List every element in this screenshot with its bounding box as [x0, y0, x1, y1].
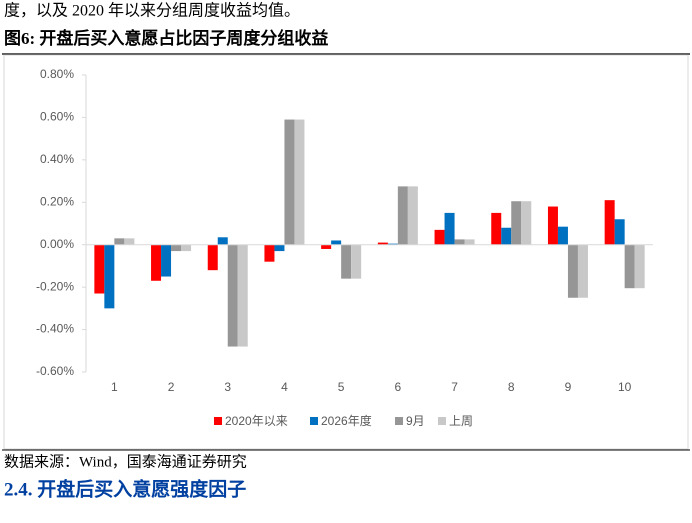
y-tick-label: 0.40%: [40, 152, 74, 166]
bar: [341, 244, 352, 279]
bar: [614, 219, 625, 245]
bar: [114, 238, 125, 245]
x-tick-label: 5: [338, 380, 345, 394]
bar: [104, 244, 115, 309]
bar: [521, 201, 532, 245]
bar: [321, 244, 332, 249]
bar: [274, 244, 285, 252]
bar: [351, 244, 362, 279]
bar: [397, 186, 408, 245]
y-tick-label: -0.20%: [36, 279, 74, 293]
bar: [207, 244, 218, 271]
x-tick-label: 7: [451, 380, 458, 394]
bar: [577, 244, 588, 298]
x-tick-label: 10: [618, 380, 632, 394]
y-tick-label: -0.60%: [36, 364, 74, 378]
legend-label: 2020年以来: [225, 414, 288, 428]
bar: [464, 239, 475, 245]
bar: [227, 244, 238, 347]
section-heading: 2.4. 开盘后买入意愿强度因子: [4, 477, 246, 500]
bar: [161, 244, 172, 277]
legend-swatch: [438, 417, 446, 425]
bar: [547, 206, 558, 245]
bar: [377, 242, 388, 245]
bar: [94, 244, 105, 294]
bar: [557, 226, 568, 245]
x-tick-label: 4: [281, 380, 288, 394]
bar: [331, 240, 342, 245]
bar: [294, 119, 305, 245]
bar: [444, 212, 455, 245]
legend-label: 9月: [406, 414, 425, 428]
y-tick-label: -0.40%: [36, 322, 74, 336]
y-tick-label: 0.20%: [40, 194, 74, 208]
bar: [181, 244, 192, 252]
legend-label: 2026年度: [321, 413, 372, 428]
bar: [387, 243, 398, 245]
bar: [284, 119, 295, 245]
bar: [434, 229, 445, 245]
y-tick-label: 0.00%: [40, 237, 74, 251]
x-tick-label: 6: [395, 380, 402, 394]
bar: [501, 227, 512, 245]
chart-frame: [3, 54, 689, 450]
bar: [407, 186, 418, 245]
x-tick-label: 9: [565, 380, 572, 394]
bar: [624, 244, 635, 289]
bar: [491, 212, 502, 245]
y-tick-label: 0.60%: [40, 110, 74, 124]
plot: -0.60% -0.40% -0.20% 0.00% 0.20% 0.40% 0.60% 0.…: [36, 67, 653, 428]
bar: [634, 244, 645, 289]
bar: [124, 238, 135, 245]
legend-swatch: [310, 417, 318, 425]
bar: [171, 244, 182, 252]
x-tick-label: 8: [508, 380, 515, 394]
legend-swatch: [395, 417, 403, 425]
intro-text: 度，以及 2020 年以来分组周度收益均值。: [4, 2, 300, 20]
bar: [237, 244, 248, 347]
x-tick-label: 2: [168, 380, 175, 394]
bar: [511, 201, 522, 245]
bar: [454, 239, 465, 245]
bar: [604, 200, 615, 245]
legend-label: 上周: [449, 414, 473, 428]
x-tick-label: 3: [224, 380, 231, 394]
bar: [151, 244, 162, 281]
bar: [217, 237, 228, 245]
figure-title: 图6: 开盘后买入意愿占比因子周度分组收益: [4, 28, 328, 48]
bar: [264, 244, 275, 262]
x-tick-label: 1: [111, 380, 118, 394]
bar: [567, 244, 578, 298]
source-text: 数据来源：Wind，国泰海通证券研究: [4, 453, 247, 470]
y-tick-label: 0.80%: [40, 67, 74, 81]
legend-swatch: [214, 417, 222, 425]
